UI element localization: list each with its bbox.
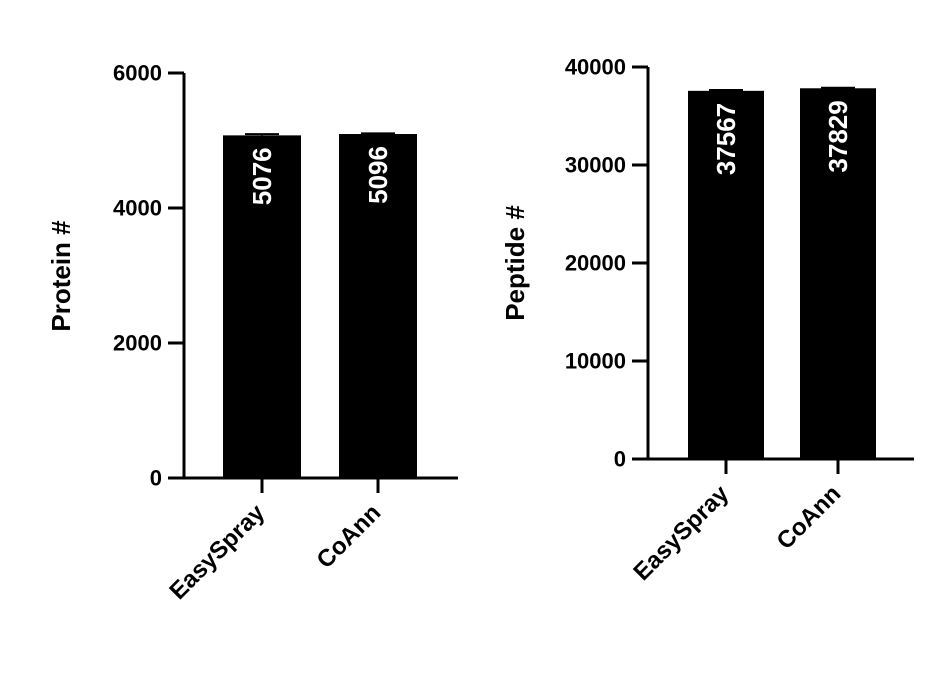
y-tick-label: 40000 <box>565 55 626 80</box>
value-label: 37567 <box>711 103 741 175</box>
x-tick-label: EasySpray <box>164 499 270 605</box>
y-tick-label: 10000 <box>565 349 626 374</box>
y-tick-label: 2000 <box>113 331 162 356</box>
y-axis-title: Protein # <box>46 220 76 332</box>
peptide-count-chart: 37567 37829 0 10000 20000 30000 40000 EasySpray… <box>500 55 914 586</box>
value-label: 5096 <box>363 146 393 204</box>
y-tick-label: 0 <box>150 466 162 491</box>
bar <box>800 88 876 459</box>
x-tick-label: CoAnn <box>312 499 387 574</box>
y-tick-label: 20000 <box>565 251 626 276</box>
x-tick-label: EasySpray <box>628 480 734 586</box>
x-tick-label: CoAnn <box>772 480 847 555</box>
bar <box>688 90 764 460</box>
y-axis-title: Peptide # <box>500 205 530 321</box>
y-tick-label: 4000 <box>113 196 162 221</box>
bar <box>223 135 301 478</box>
y-tick-label: 0 <box>614 447 626 472</box>
value-label: 5076 <box>247 147 277 205</box>
bar <box>339 134 417 478</box>
y-tick-label: 30000 <box>565 153 626 178</box>
protein-count-chart: 5076 5096 0 2000 4000 6000 EasySpray CoAnn Prote… <box>46 61 458 605</box>
value-label: 37829 <box>823 100 853 172</box>
y-tick-label: 6000 <box>113 61 162 86</box>
